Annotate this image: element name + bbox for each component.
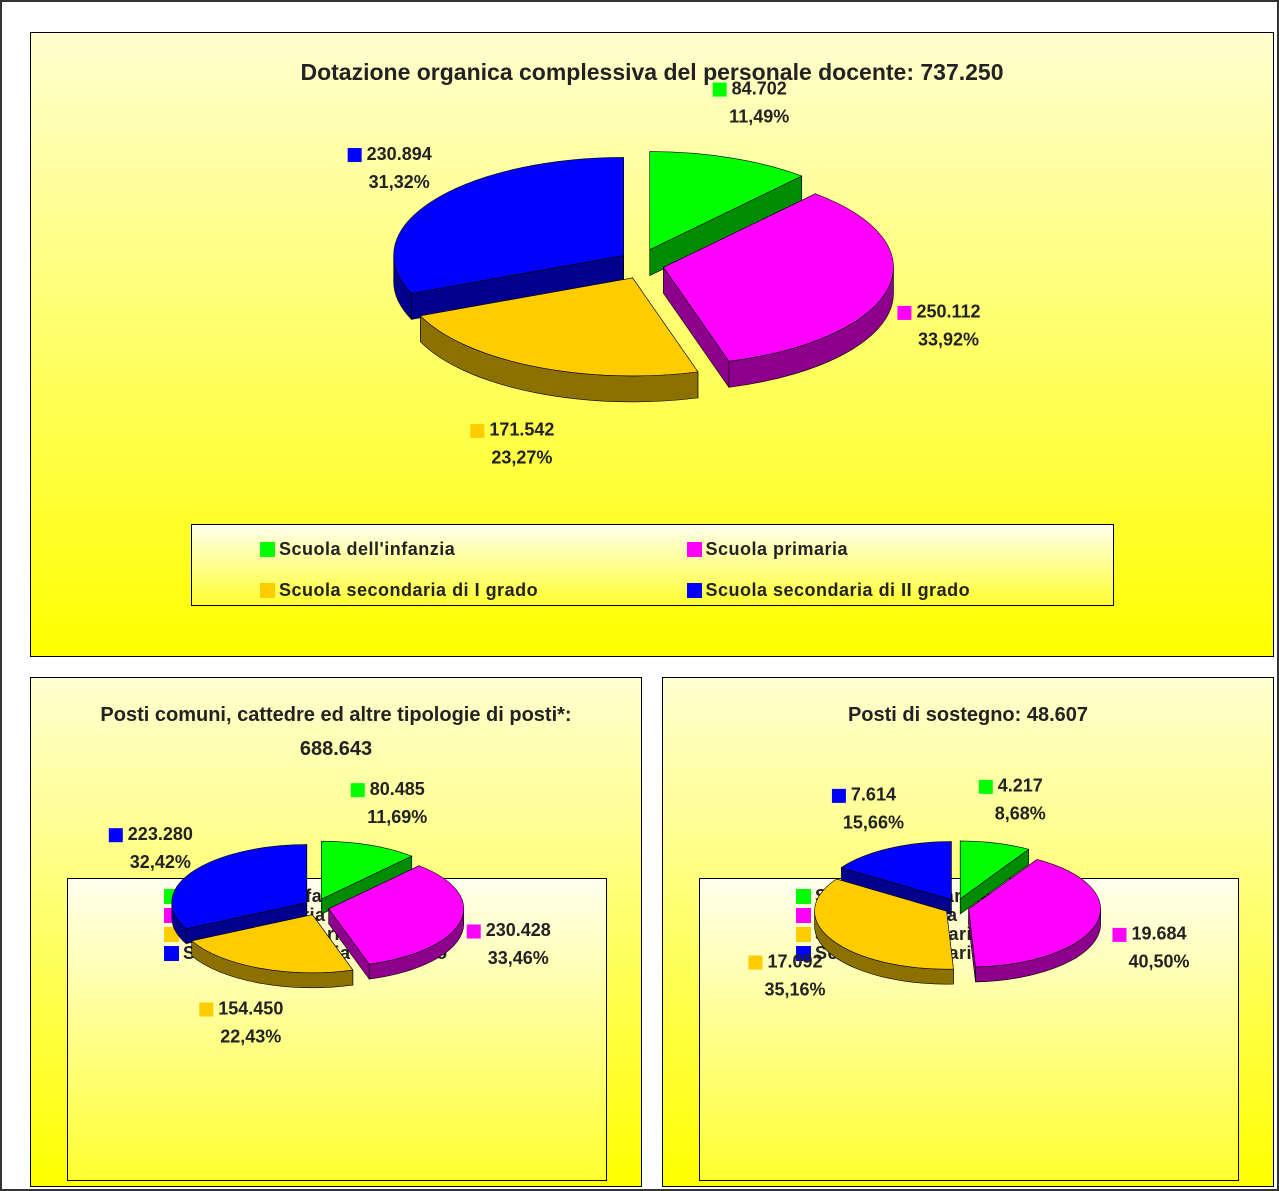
label-key: [350, 783, 365, 798]
data-label: 171.542: [489, 420, 554, 440]
pie: [171, 840, 465, 989]
data-label: 230.894: [367, 144, 432, 164]
label-key: [978, 779, 993, 794]
label-key: [831, 788, 846, 803]
legend-label: Scuola dell'infanzia: [279, 539, 456, 559]
percent-label: 22,43%: [220, 1026, 281, 1046]
legend-swatch: [686, 583, 702, 598]
pie-tops: [171, 840, 465, 974]
pie-tops: [393, 151, 894, 377]
pie-tops: [814, 840, 1101, 970]
legend: Scuola dell'infanzia Scuola primaria Scuol…: [191, 524, 1114, 606]
slice: [191, 914, 354, 974]
slice: [328, 865, 465, 965]
chart-title: Posti di sostegno: 48.607: [847, 704, 1089, 726]
label-key: [470, 423, 485, 438]
data-label: 19.684: [1131, 924, 1186, 944]
legend-label: Scuola secondaria di I grado: [279, 580, 539, 600]
label-key: [897, 305, 912, 320]
percent-label: 8,68%: [995, 804, 1046, 824]
label-key: [108, 828, 123, 843]
data-label: 154.450: [218, 998, 283, 1018]
legend-swatch: [260, 583, 275, 598]
percent-label: 40,50%: [1128, 952, 1189, 972]
legend-swatch: [164, 946, 179, 961]
legend-label: Scuola secondaria di II grado: [705, 580, 971, 600]
label-key: [1112, 927, 1127, 942]
percent-label: 11,69%: [367, 807, 427, 827]
slice: [419, 277, 699, 377]
percent-label: 15,66%: [843, 813, 904, 833]
pie: [814, 840, 1101, 985]
legend-item: Scuola secondaria di II grado: [686, 576, 1114, 605]
slice: [840, 841, 952, 900]
slice: [814, 878, 954, 970]
legend-swatch: [796, 908, 811, 923]
data-label: 17.092: [767, 951, 822, 971]
percent-label: 23,27%: [491, 448, 552, 468]
chart-title: Posti comuni, cattedre ed altre tipologi…: [100, 704, 572, 760]
legend-swatch: [796, 946, 811, 961]
data-label: 7.614: [851, 785, 896, 805]
legend-item: Scuola dell'infanzia: [260, 535, 687, 564]
label-key: [748, 955, 763, 970]
legend-item: Scuola secondaria di I grado: [260, 576, 687, 605]
data-label: 80.485: [370, 779, 425, 799]
legend-label: Scuola primaria: [705, 539, 849, 559]
percent-label: 31,32%: [369, 172, 430, 192]
data-label: 230.428: [486, 920, 551, 940]
legend-swatch: [796, 927, 811, 942]
pie: [393, 151, 894, 403]
data-label: 4.217: [998, 776, 1043, 796]
slice: [393, 157, 624, 294]
legend-item: Scuola primaria: [686, 535, 1114, 564]
slice: [171, 844, 308, 929]
data-label: 250.112: [916, 302, 980, 322]
percent-label: 33,46%: [488, 948, 549, 968]
percent-label: 11,49%: [729, 106, 789, 126]
chart-title: Dotazione organica complessiva del perso…: [300, 59, 1004, 85]
slice: [663, 193, 894, 362]
slice: [968, 859, 1101, 968]
chart-panel: Dotazione organica complessiva del perso…: [30, 32, 1274, 657]
legend-swatch: [686, 542, 702, 557]
slice: [321, 840, 413, 900]
percent-label: 35,16%: [764, 979, 825, 999]
legend-swatch: [796, 889, 811, 904]
label-key: [466, 924, 481, 939]
slice: [649, 151, 803, 251]
data-label: 84.702: [732, 78, 787, 98]
label-key: [347, 148, 362, 163]
legend-swatch: [260, 542, 275, 557]
label-key: [199, 1002, 214, 1017]
percent-label: 33,92%: [918, 330, 979, 350]
data-label: 223.280: [128, 824, 193, 844]
label-key: [712, 82, 727, 97]
percent-label: 32,42%: [130, 852, 191, 872]
slice: [959, 840, 1030, 900]
